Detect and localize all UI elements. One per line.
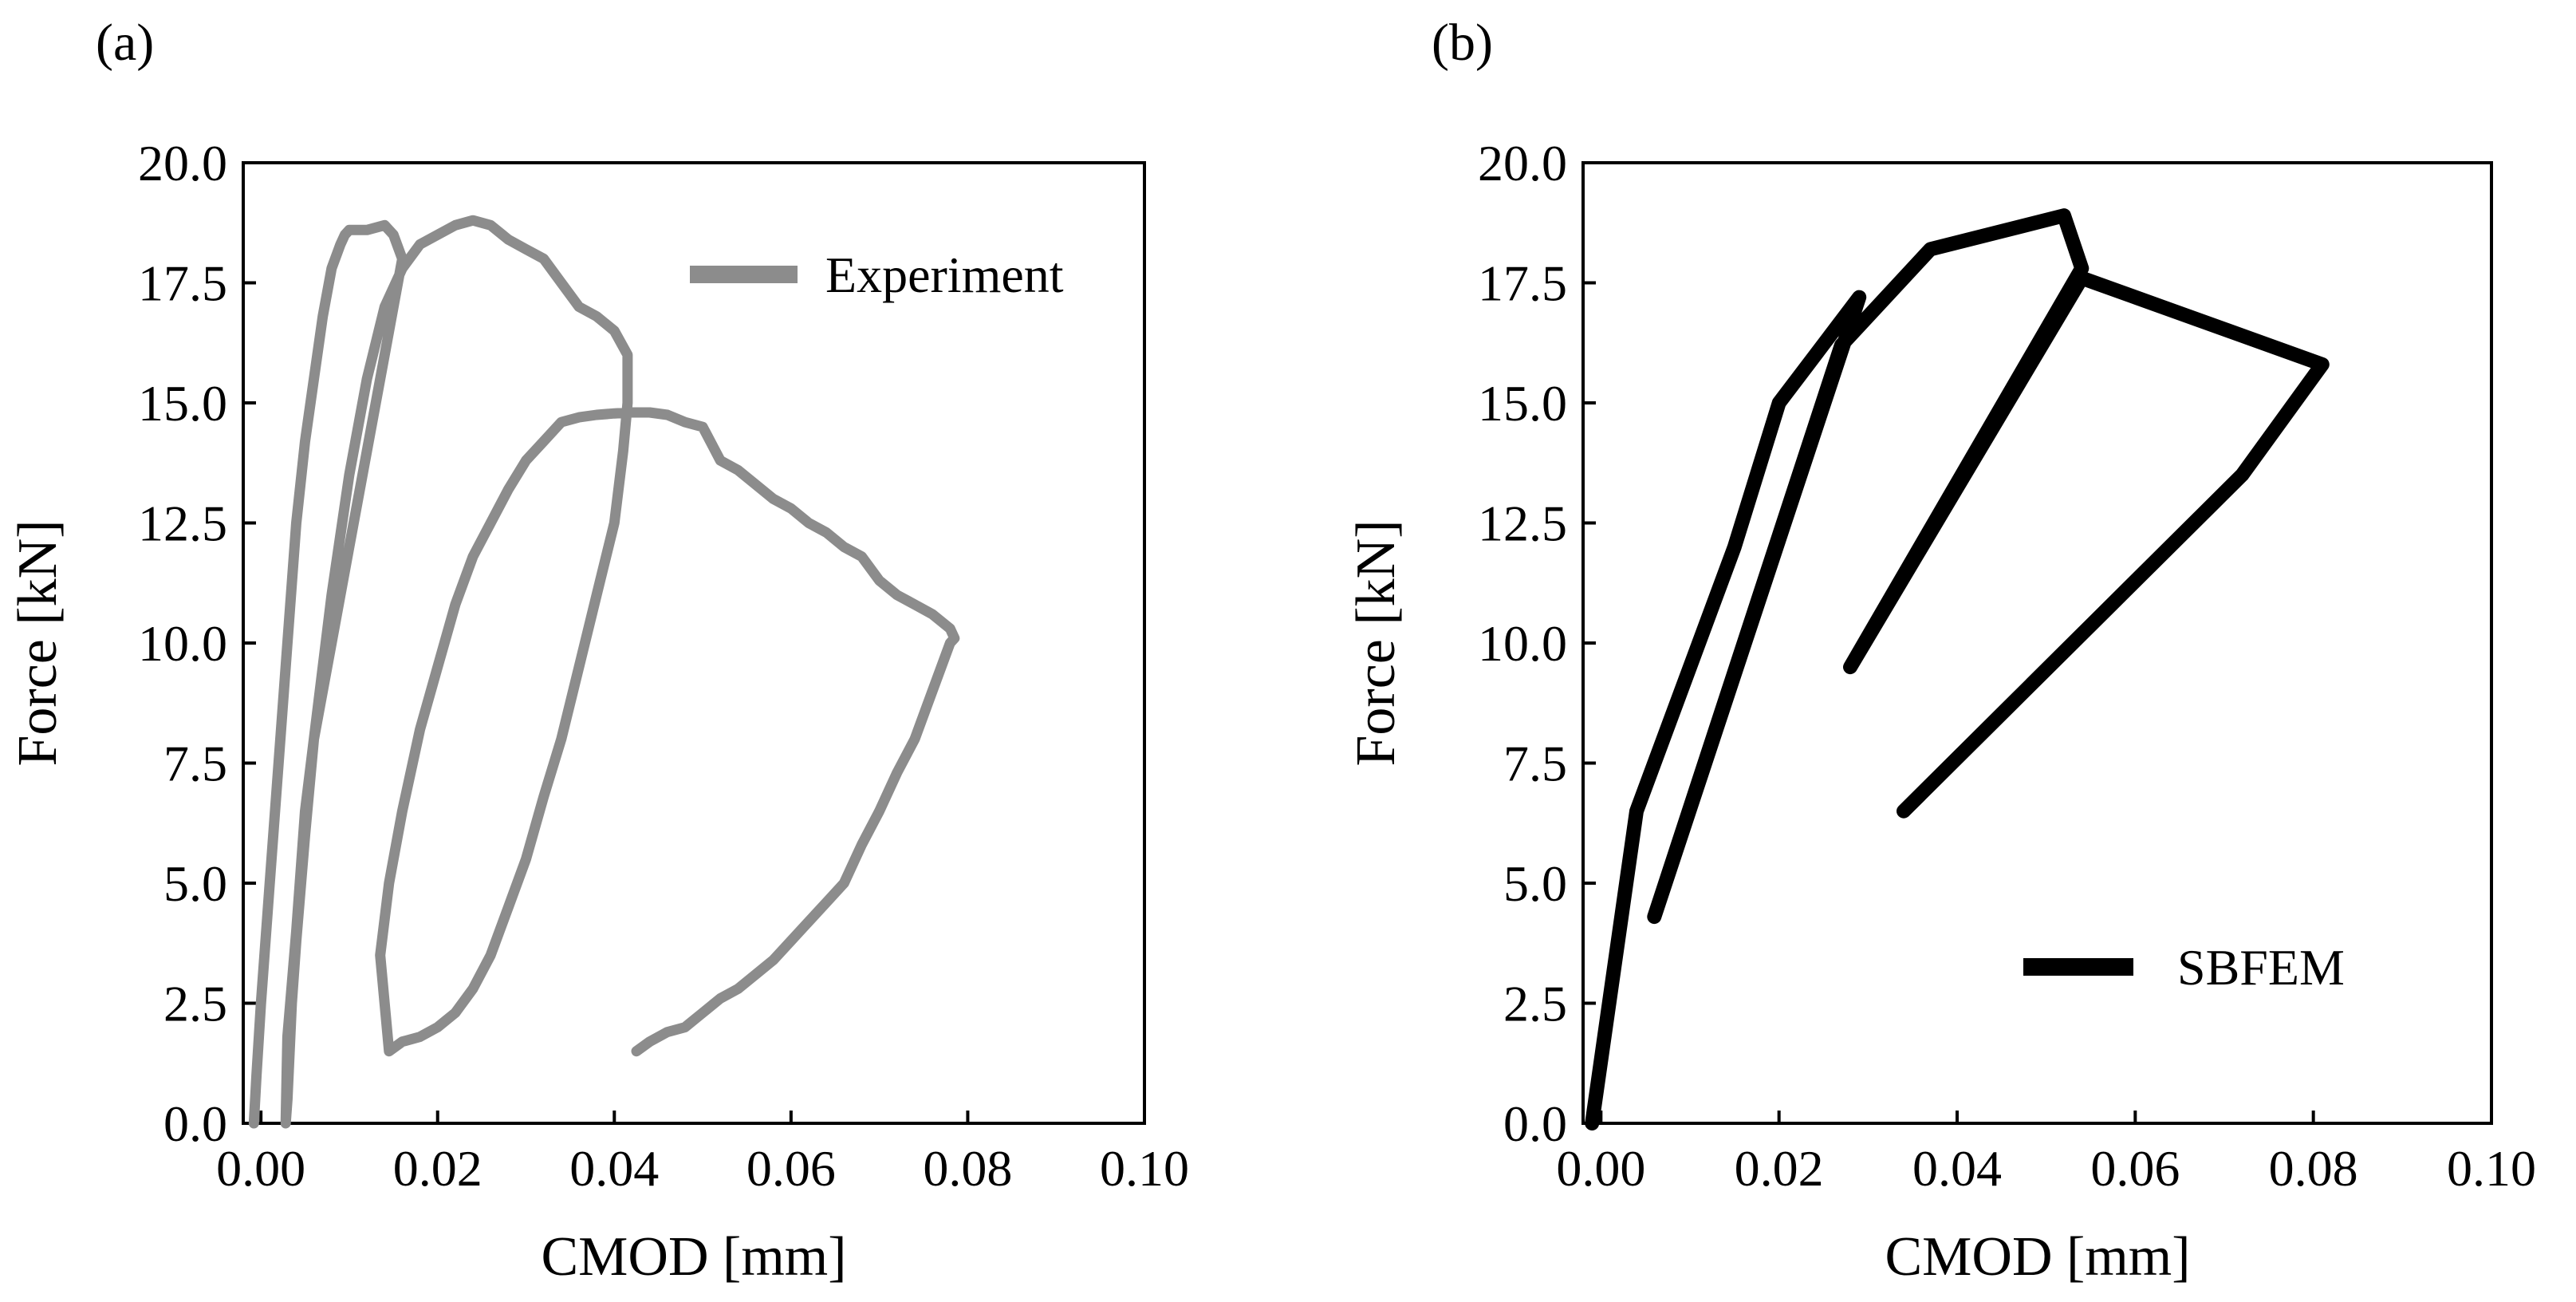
panel-b-series-line: [1585, 208, 2330, 1130]
panel-a-y-tick-label: 17.5: [138, 255, 227, 312]
panel-a-y-tick-label: 20.0: [138, 135, 227, 191]
panel-a: (a) 0.00 0.02 0.04 0.06 0.08 0.10 0.0 2.5 5.0 7.5…: [7, 14, 1189, 1288]
panel-b-plot-frame: [1581, 161, 2493, 1125]
panel-a-label: (a): [96, 14, 154, 72]
panel-b-x-tick-label: 0.02: [1735, 1140, 1824, 1197]
panel-b-label: (b): [1432, 14, 1493, 72]
panel-a-x-tick-label: 0.04: [569, 1140, 659, 1197]
panel-a-x-tick-label: 0.00: [216, 1140, 305, 1197]
panel-b: (b) 0.00 0.02 0.04 0.06 0.08 0.10 0.0 2.5 5.0 7.5…: [1345, 14, 2536, 1288]
panel-b-x-tick-label: 0.04: [1912, 1140, 2002, 1197]
panel-a-x-axis-label: CMOD [mm]: [541, 1226, 846, 1288]
panel-b-y-tick-label: 7.5: [1503, 736, 1567, 792]
panel-b-x-axis-label: CMOD [mm]: [1885, 1226, 2190, 1288]
panel-b-x-tick-label: 0.08: [2269, 1140, 2358, 1197]
panel-a-series-line: [248, 215, 960, 1129]
panel-a-legend: Experiment: [690, 247, 1064, 303]
panel-b-x-tick-label: 0.00: [1556, 1140, 1645, 1197]
panel-b-ticks: 0.00 0.02 0.04 0.06 0.08 0.10 0.0 2.5 5.0 7.5 10.0…: [1478, 135, 2536, 1197]
panel-a-y-tick-label: 2.5: [163, 976, 227, 1032]
panel-a-y-tick-label: 12.5: [138, 495, 227, 552]
panel-a-y-tick-label: 15.0: [138, 375, 227, 432]
panel-b-y-tick-label: 0.0: [1503, 1095, 1567, 1152]
panel-a-legend-label: Experiment: [825, 247, 1064, 303]
panel-a-y-tick-label: 5.0: [163, 855, 227, 912]
panel-b-series: [1585, 208, 2330, 1130]
panel-a-x-tick-label: 0.02: [393, 1140, 483, 1197]
panel-b-legend-label: SBFEM: [2177, 939, 2345, 996]
panel-a-y-axis-label: Force [kN]: [7, 519, 69, 766]
panel-a-y-tick-label: 0.0: [163, 1095, 227, 1152]
panel-b-y-tick-label: 15.0: [1478, 375, 1567, 432]
panel-b-x-tick-label: 0.10: [2447, 1140, 2536, 1197]
panel-a-x-tick-label: 0.06: [746, 1140, 836, 1197]
panel-b-y-tick-label: 2.5: [1503, 976, 1567, 1032]
panel-a-ticks: 0.00 0.02 0.04 0.06 0.08 0.10 0.0 2.5 5.0 7.5 10.0…: [138, 135, 1189, 1197]
panel-b-y-axis-label: Force [kN]: [1345, 519, 1407, 766]
panel-b-y-tick-label: 20.0: [1478, 135, 1567, 191]
panel-b-x-tick-label: 0.06: [2090, 1140, 2180, 1197]
panel-b-y-tick-label: 5.0: [1503, 855, 1567, 912]
panel-b-y-tick-label: 17.5: [1478, 255, 1567, 312]
panel-b-y-tick-label: 10.0: [1478, 615, 1567, 672]
panel-a-series: [248, 215, 960, 1129]
panel-a-y-tick-label: 7.5: [163, 736, 227, 792]
panel-a-y-tick-label: 10.0: [138, 615, 227, 672]
panel-b-y-tick-label: 12.5: [1478, 495, 1567, 552]
panel-a-x-tick-label: 0.08: [923, 1140, 1012, 1197]
panel-b-legend: SBFEM: [2023, 939, 2345, 996]
panel-a-x-tick-label: 0.10: [1100, 1140, 1189, 1197]
